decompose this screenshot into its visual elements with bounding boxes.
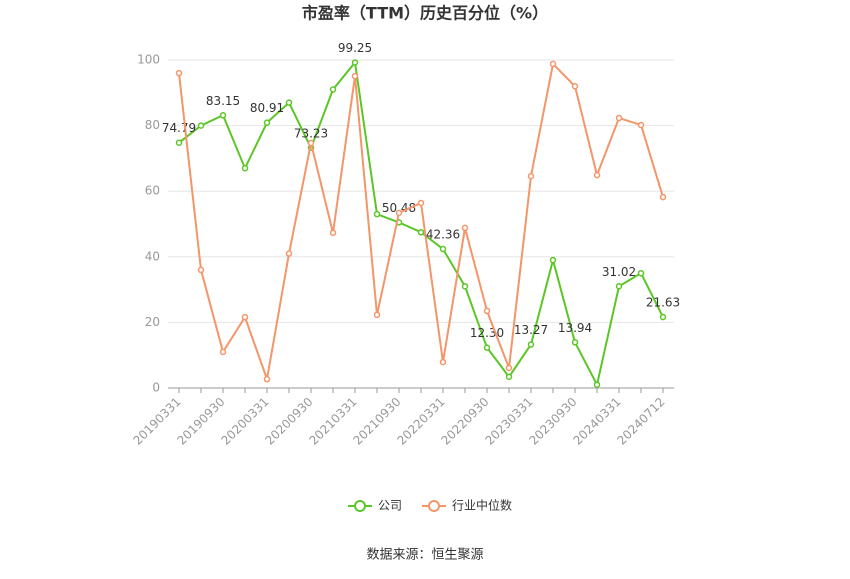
point [659,313,667,321]
point [571,82,579,90]
point [637,121,645,129]
point [285,99,293,106]
point [549,256,557,264]
chart-title: 市盈率（TTM）历史百分位（%） [302,4,548,23]
y-tick-label: 60 [145,184,160,198]
y-tick-label: 100 [137,53,160,67]
legend-marker [354,500,366,512]
point [329,229,337,237]
point [263,375,271,383]
value-label: 83.15 [206,94,240,108]
point [197,122,205,129]
legend-label: 公司 [378,499,402,513]
y-tick-label: 40 [145,249,160,263]
point [527,341,535,348]
value-label: 13.94 [558,321,592,335]
point [307,139,315,147]
value-label: 99.25 [338,41,372,55]
y-tick-label: 20 [145,315,160,329]
source: 数据来源：恒生聚源 [366,548,483,563]
point [571,339,579,346]
value-label: 21.63 [646,296,680,310]
point [329,86,337,93]
point [549,60,557,68]
x-tick-label: 20240712 [615,395,668,448]
point [593,381,601,388]
point [615,114,623,122]
legend-label: 行业中位数 [452,498,512,513]
point [219,348,227,356]
point [417,228,425,236]
point [461,224,469,232]
point [505,364,513,372]
point [219,112,227,119]
point [373,210,381,218]
point [439,358,447,366]
point [615,283,623,290]
point [483,344,491,351]
point [175,139,183,146]
value-label: 74.79 [162,121,196,135]
value-label: 80.91 [250,101,284,115]
value-label: 42.36 [426,228,460,242]
point [659,193,667,201]
point [351,72,359,80]
point [175,69,183,77]
value-label: 12.30 [470,326,504,340]
value-label: 31.02 [602,265,636,279]
point [505,373,513,381]
y-tick-label: 80 [145,118,160,132]
point [241,313,249,321]
point [439,245,447,253]
point [351,59,359,66]
legend: 公司 行业中位数 [348,498,512,513]
point [527,172,535,180]
point [285,250,293,257]
point [263,119,271,126]
value-label: 50.48 [382,201,416,215]
point [197,266,205,274]
point [461,283,469,290]
point [593,171,601,179]
point [395,209,403,217]
legend-marker [428,500,441,512]
point [483,307,491,315]
point [241,164,249,172]
point [417,199,425,207]
y-tick-label: 0 [152,381,160,395]
value-label: 13.27 [514,323,548,337]
point [373,311,381,319]
value-label: 73.23 [294,126,328,140]
point [637,269,645,277]
